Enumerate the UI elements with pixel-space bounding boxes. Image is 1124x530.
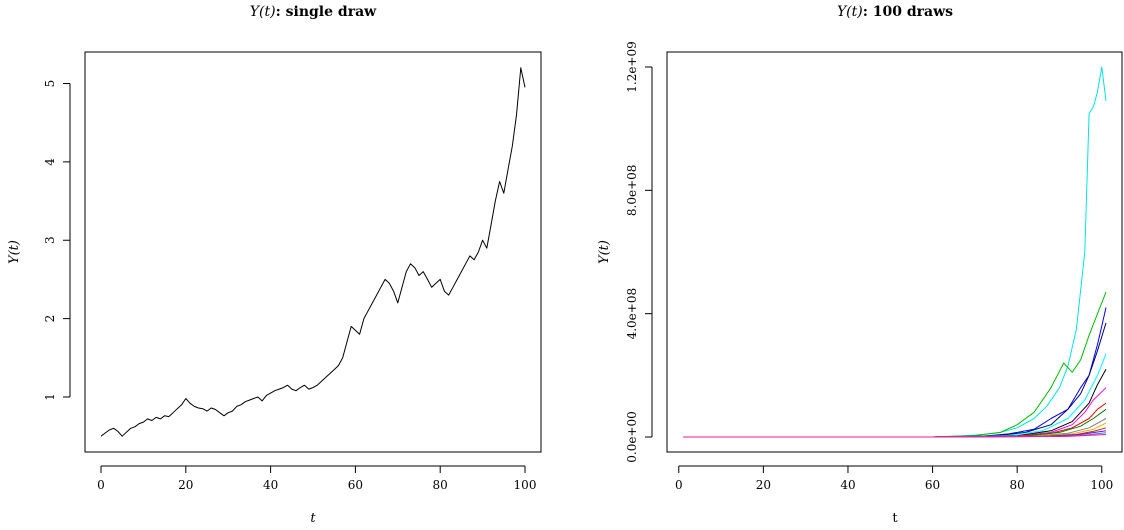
right-x-tick-label: 80 <box>1010 478 1025 492</box>
left-x-ticks: 0 20 40 60 80 100 <box>97 465 537 492</box>
right-chart-title-math: Y(t) <box>837 4 863 20</box>
right-x-tick-label: 40 <box>840 478 855 492</box>
left-chart-title-rest: : single draw <box>276 4 378 20</box>
left-x-tick-label: 60 <box>348 478 363 492</box>
left-x-tick-label: 80 <box>433 478 448 492</box>
right-y-tick-label: 1.2e+09 <box>625 41 639 93</box>
left-y-tick-label: 1 <box>43 393 57 401</box>
right-y-tick-label: 8.0e+08 <box>625 165 639 217</box>
left-chart-title-math: Y(t) <box>250 4 276 20</box>
left-y-tick-label: 2 <box>43 315 57 323</box>
right-x-ticks: 0 20 40 60 80 100 <box>675 465 1113 492</box>
right-plot-frame <box>666 51 1123 453</box>
right-series-line-0 <box>683 66 1107 438</box>
right-series-line-6 <box>683 387 1107 438</box>
right-x-tick-label: 0 <box>675 478 683 492</box>
right-x-tick-label: 60 <box>925 478 940 492</box>
left-plot-frame <box>84 51 542 453</box>
left-series-line-0 <box>100 67 526 437</box>
right-series-line-2 <box>683 307 1107 438</box>
left-y-tick-label: 5 <box>43 80 57 88</box>
right-series-group <box>683 66 1107 438</box>
right-series-line-14 <box>683 434 1107 438</box>
right-y-axis-label: Y(t) <box>597 240 612 264</box>
right-chart-title-rest: : 100 draws <box>863 4 953 20</box>
left-x-tick-label: 40 <box>263 478 278 492</box>
left-y-axis-label: Y(t) <box>7 240 22 264</box>
right-chart: Y(t): 100 draws 0 20 40 60 80 100 0.0e+004.0e… <box>597 4 1123 526</box>
right-y-tick-label: 4.0e+08 <box>625 288 639 340</box>
left-series-group <box>100 67 526 437</box>
left-x-tick-label: 0 <box>97 478 105 492</box>
right-x-axis-label: t <box>892 511 898 526</box>
right-y-ticks: 0.0e+00 4.0e+08 8.0e+08 1.2e+09 <box>625 41 653 463</box>
right-x-tick-label: 20 <box>756 478 771 492</box>
left-x-tick-label: 20 <box>178 478 193 492</box>
left-y-tick-label: 4 <box>43 158 57 166</box>
left-y-ticks: 1 2 3 4 5 <box>43 80 71 401</box>
left-x-tick-label: 100 <box>514 478 537 492</box>
right-chart-title: Y(t): 100 draws <box>837 4 953 20</box>
left-y-tick-label: 3 <box>43 236 57 244</box>
right-series-line-1 <box>683 291 1107 438</box>
right-series-line-3 <box>683 322 1107 438</box>
right-series-line-4 <box>683 353 1107 438</box>
left-chart-title: Y(t): single draw <box>250 4 377 20</box>
right-y-tick-label: 0.0e+00 <box>625 411 639 463</box>
right-x-tick-label: 100 <box>1090 478 1113 492</box>
left-x-axis-label: t <box>310 511 316 526</box>
